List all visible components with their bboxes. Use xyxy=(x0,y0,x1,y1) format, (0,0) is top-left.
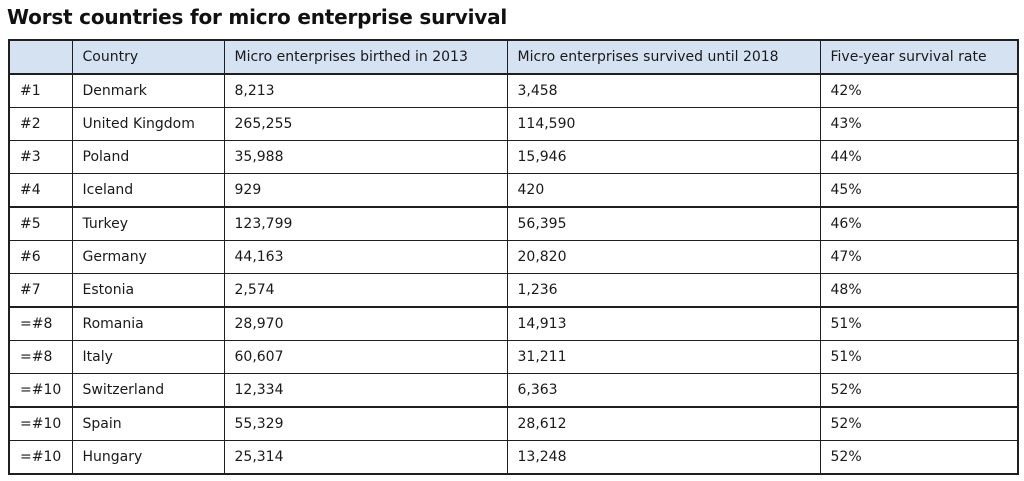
country-cell: Denmark xyxy=(71,73,225,108)
rank-cell: #5 xyxy=(8,206,73,241)
country-cell: Romania xyxy=(71,306,225,341)
table-row: =#10 Hungary 25,314 13,248 52% xyxy=(8,440,1019,475)
rank-cell: #7 xyxy=(8,273,73,308)
rank-cell: #6 xyxy=(8,240,73,274)
survival-table: Country Micro enterprises birthed in 201… xyxy=(8,39,1019,475)
survived-cell: 20,820 xyxy=(506,240,821,274)
rate-cell: 42% xyxy=(819,73,1019,108)
rate-cell: 51% xyxy=(819,306,1019,341)
header-country: Country xyxy=(71,39,225,75)
rate-cell: 52% xyxy=(819,406,1019,441)
survived-cell: 13,248 xyxy=(506,440,821,475)
table-row: =#10 Switzerland 12,334 6,363 52% xyxy=(8,373,1019,408)
survived-cell: 15,946 xyxy=(506,140,821,174)
survived-cell: 6,363 xyxy=(506,373,821,408)
header-birthed-2013: Micro enterprises birthed in 2013 xyxy=(223,39,508,75)
rate-cell: 46% xyxy=(819,206,1019,241)
header-rank xyxy=(8,39,73,75)
country-cell: Germany xyxy=(71,240,225,274)
survived-cell: 14,913 xyxy=(506,306,821,341)
birthed-cell: 44,163 xyxy=(223,240,508,274)
rate-cell: 48% xyxy=(819,273,1019,308)
survived-cell: 28,612 xyxy=(506,406,821,441)
table-row: =#8 Italy 60,607 31,211 51% xyxy=(8,340,1019,374)
rate-cell: 51% xyxy=(819,340,1019,374)
table-row: #3 Poland 35,988 15,946 44% xyxy=(8,140,1019,174)
rate-cell: 44% xyxy=(819,140,1019,174)
rank-cell: #4 xyxy=(8,173,73,208)
birthed-cell: 60,607 xyxy=(223,340,508,374)
table-row: #2 United Kingdom 265,255 114,590 43% xyxy=(8,107,1019,141)
survived-cell: 1,236 xyxy=(506,273,821,308)
survived-cell: 420 xyxy=(506,173,821,208)
survived-cell: 114,590 xyxy=(506,107,821,141)
header-survival-rate: Five-year survival rate xyxy=(819,39,1019,75)
birthed-cell: 25,314 xyxy=(223,440,508,475)
rank-cell: #2 xyxy=(8,107,73,141)
country-cell: Hungary xyxy=(71,440,225,475)
header-survived-2018: Micro enterprises survived until 2018 xyxy=(506,39,821,75)
rank-cell: #1 xyxy=(8,73,73,108)
table-row: #1 Denmark 8,213 3,458 42% xyxy=(8,73,1019,108)
rank-cell: #3 xyxy=(8,140,73,174)
survived-cell: 56,395 xyxy=(506,206,821,241)
rate-cell: 47% xyxy=(819,240,1019,274)
survived-cell: 3,458 xyxy=(506,73,821,108)
birthed-cell: 55,329 xyxy=(223,406,508,441)
rate-cell: 43% xyxy=(819,107,1019,141)
rate-cell: 45% xyxy=(819,173,1019,208)
birthed-cell: 929 xyxy=(223,173,508,208)
table-row: #4 Iceland 929 420 45% xyxy=(8,173,1019,208)
country-cell: Spain xyxy=(71,406,225,441)
table-row: =#10 Spain 55,329 28,612 52% xyxy=(8,406,1019,441)
page-title: Worst countries for micro enterprise sur… xyxy=(7,5,508,29)
rate-cell: 52% xyxy=(819,373,1019,408)
table-row: =#8 Romania 28,970 14,913 51% xyxy=(8,306,1019,341)
country-cell: Switzerland xyxy=(71,373,225,408)
birthed-cell: 123,799 xyxy=(223,206,508,241)
survived-cell: 31,211 xyxy=(506,340,821,374)
rank-cell: =#10 xyxy=(8,406,73,441)
rank-cell: =#10 xyxy=(8,440,73,475)
rate-cell: 52% xyxy=(819,440,1019,475)
country-cell: Estonia xyxy=(71,273,225,308)
table-row: #6 Germany 44,163 20,820 47% xyxy=(8,240,1019,274)
rank-cell: =#10 xyxy=(8,373,73,408)
table-row: #7 Estonia 2,574 1,236 48% xyxy=(8,273,1019,308)
country-cell: Iceland xyxy=(71,173,225,208)
birthed-cell: 265,255 xyxy=(223,107,508,141)
rank-cell: =#8 xyxy=(8,306,73,341)
birthed-cell: 12,334 xyxy=(223,373,508,408)
birthed-cell: 35,988 xyxy=(223,140,508,174)
country-cell: Italy xyxy=(71,340,225,374)
birthed-cell: 28,970 xyxy=(223,306,508,341)
birthed-cell: 8,213 xyxy=(223,73,508,108)
birthed-cell: 2,574 xyxy=(223,273,508,308)
country-cell: Poland xyxy=(71,140,225,174)
table-header-row: Country Micro enterprises birthed in 201… xyxy=(8,39,1019,75)
country-cell: Turkey xyxy=(71,206,225,241)
table-row: #5 Turkey 123,799 56,395 46% xyxy=(8,206,1019,241)
country-cell: United Kingdom xyxy=(71,107,225,141)
rank-cell: =#8 xyxy=(8,340,73,374)
